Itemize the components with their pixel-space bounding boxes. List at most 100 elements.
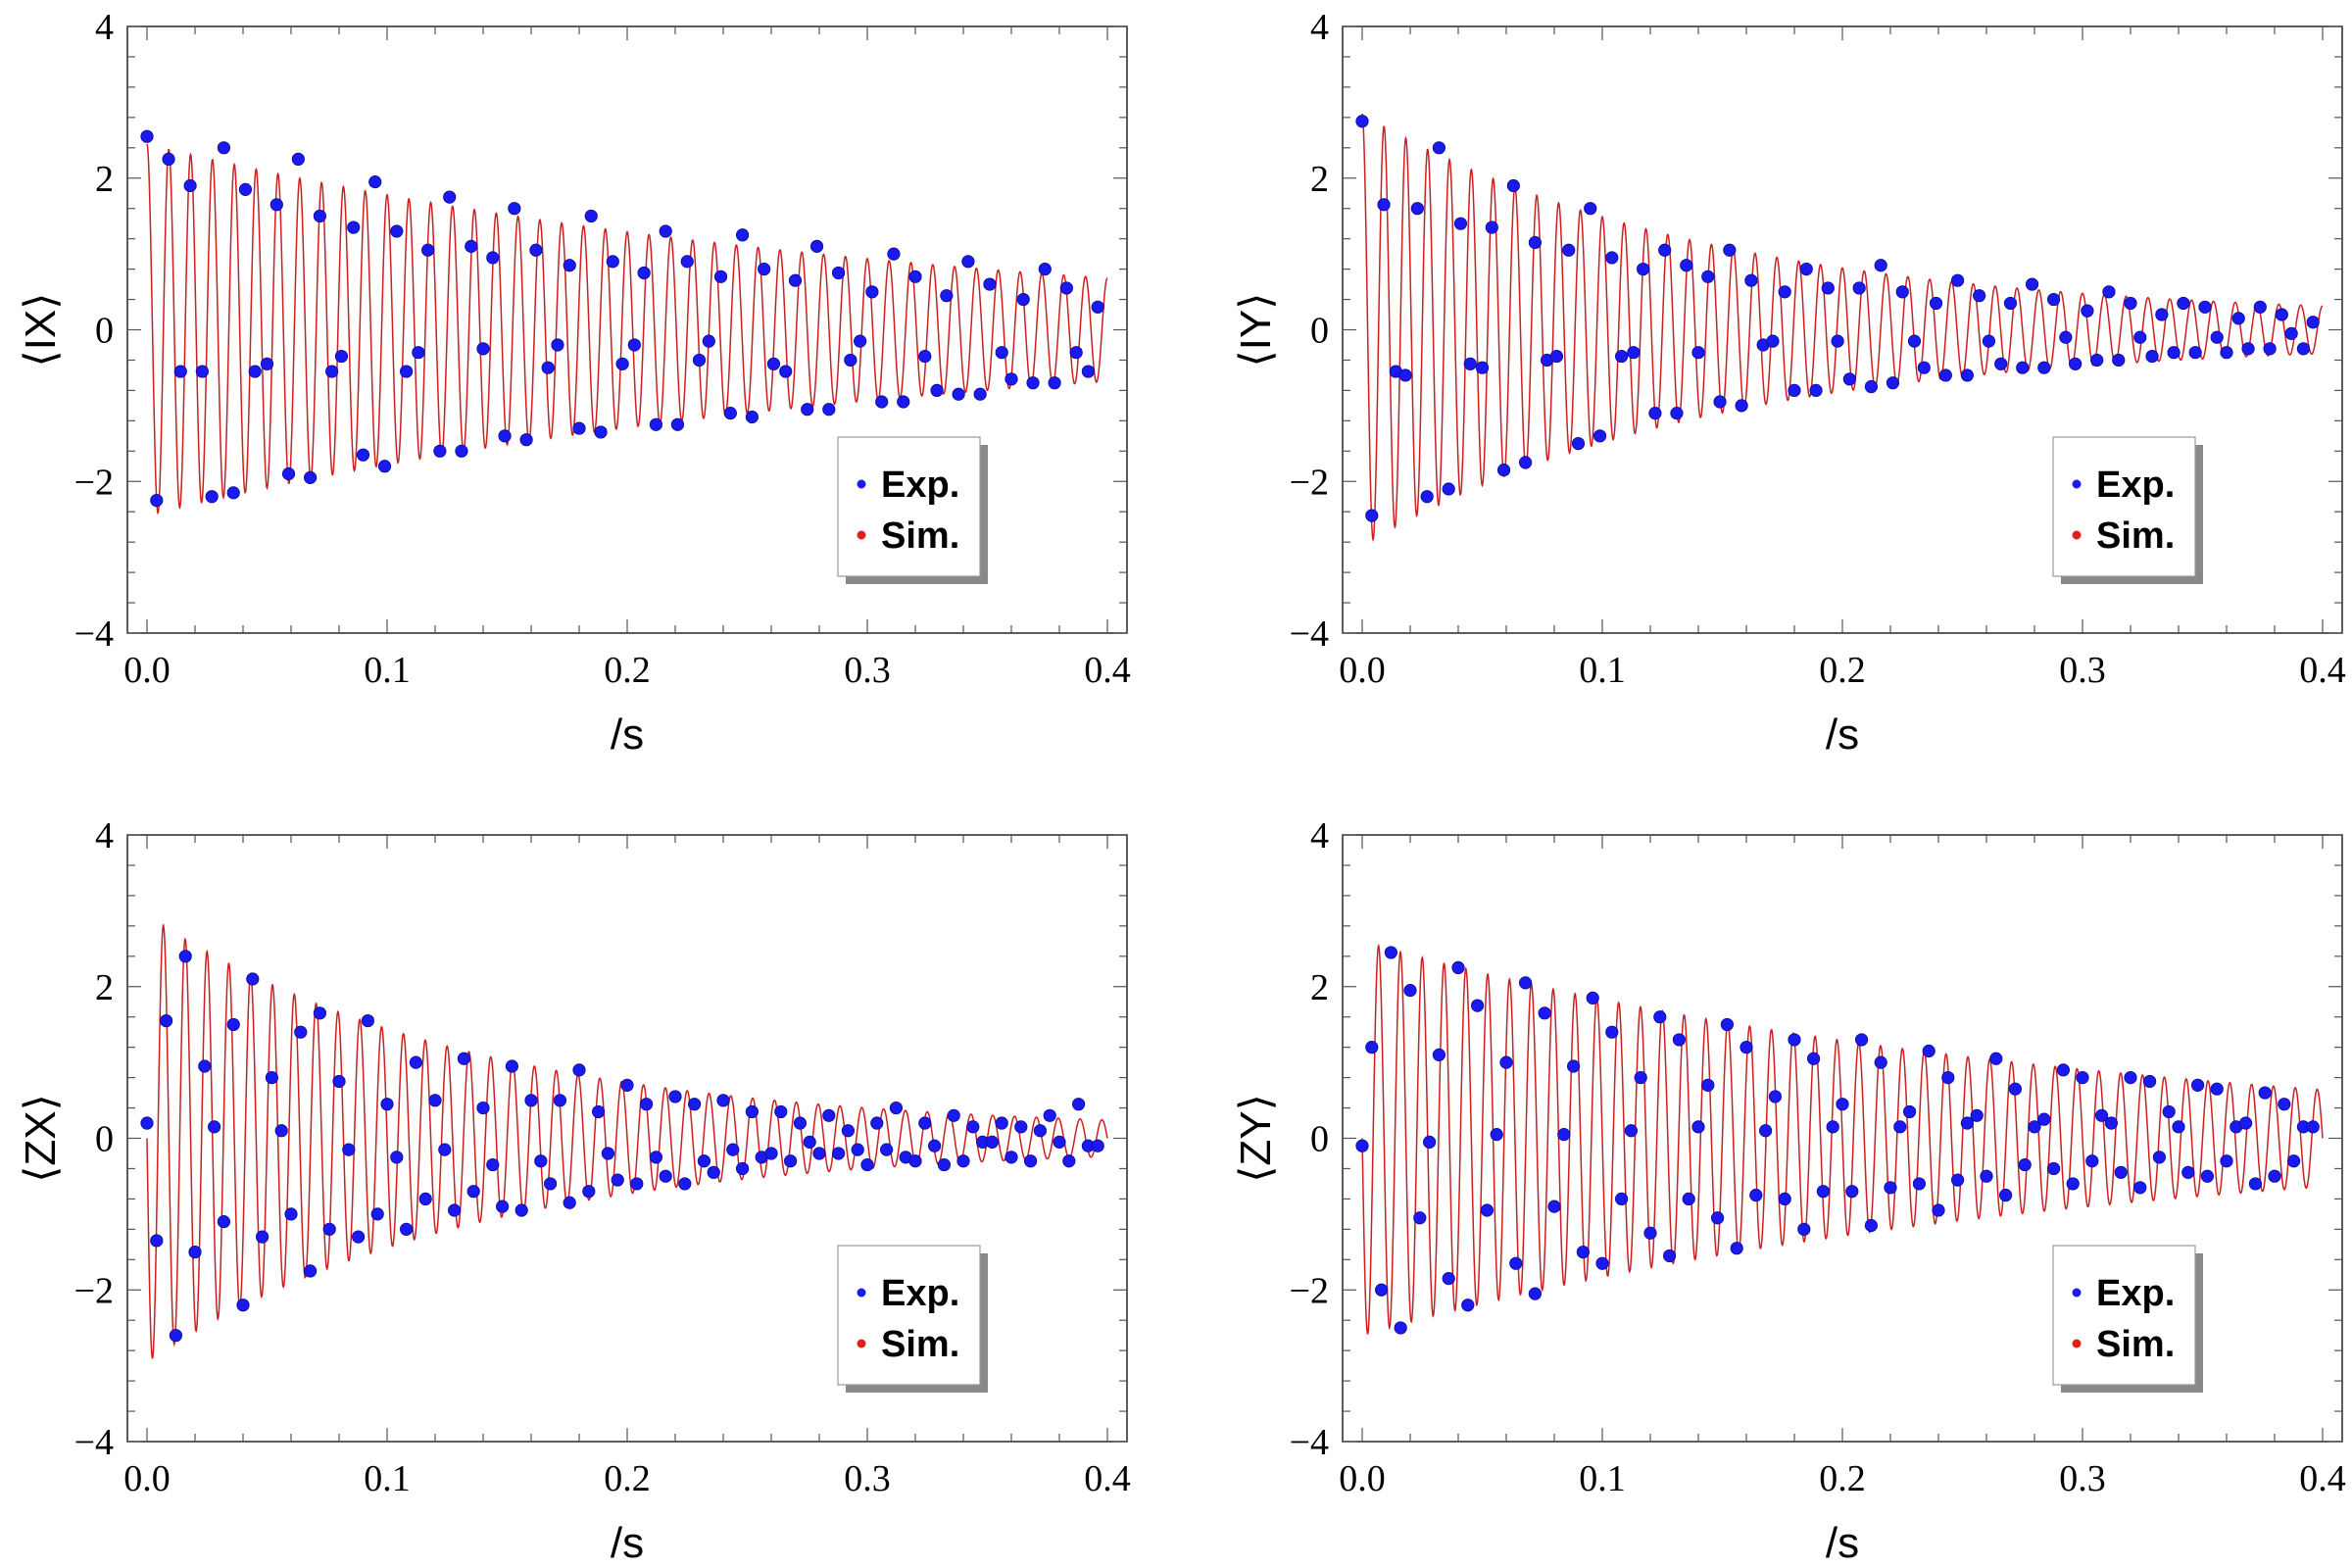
sim-curve [1361, 943, 2324, 1336]
exp-point [1701, 270, 1715, 283]
x-tick-label: 0.0 [1339, 650, 1386, 691]
x-tick-label: 0.3 [844, 1458, 891, 1499]
exp-point [1653, 1010, 1667, 1024]
legend-marker [2072, 530, 2082, 540]
y-tick-label: 2 [1310, 967, 1329, 1008]
exp-point [1670, 407, 1684, 420]
exp-point [2177, 296, 2190, 311]
exp-point [1398, 368, 1412, 382]
exp-point [2191, 1078, 2205, 1092]
x-tick-label: 0.4 [2299, 1458, 2346, 1499]
exp-point [457, 1052, 470, 1065]
exp-point [966, 1120, 980, 1134]
exp-point [584, 209, 598, 223]
exp-point [1571, 436, 1586, 451]
exp-point [183, 178, 197, 193]
exp-point [2188, 346, 2202, 360]
exp-point [1547, 1200, 1561, 1213]
x-tick-label: 0.2 [1819, 650, 1866, 691]
exp-point [2278, 1098, 2291, 1111]
exp-point [553, 1094, 567, 1107]
y-tick-label: −2 [1290, 1270, 1329, 1311]
exp-point [1994, 357, 2008, 370]
exp-point [1567, 1059, 1581, 1073]
y-tick-label: 4 [1310, 7, 1329, 48]
exp-point [860, 1157, 874, 1172]
x-tick-label: 0.1 [1579, 1458, 1626, 1499]
exp-point [1691, 346, 1705, 360]
exp-point [1711, 1211, 1725, 1225]
exp-point [2253, 300, 2267, 314]
exp-point [1490, 1128, 1503, 1142]
legend-label: Sim. [881, 515, 959, 557]
exp-point [594, 425, 608, 439]
exp-point [2287, 1154, 2301, 1168]
x-tick-label: 0.4 [2299, 650, 2346, 691]
exp-point [985, 1135, 1000, 1149]
exp-point [735, 1161, 750, 1176]
exp-point [2056, 1063, 2070, 1077]
exp-point [1912, 1177, 1927, 1191]
exp-point [735, 228, 750, 242]
exp-point [1062, 1154, 1076, 1168]
exp-point [2124, 296, 2137, 311]
exp-point [2162, 1104, 2176, 1119]
exp-point [313, 209, 326, 223]
exp-point [865, 285, 879, 299]
exp-point [1384, 946, 1398, 959]
exp-point [1355, 115, 1369, 128]
exp-point [265, 1071, 278, 1085]
exp-point [188, 1245, 202, 1259]
exp-point [2210, 330, 2224, 344]
exp-point [2016, 361, 2030, 374]
exp-point [1519, 976, 1533, 990]
exp-point [2124, 1071, 2137, 1085]
x-axis-label: /s [1826, 1519, 1859, 1567]
exp-point [1053, 1135, 1066, 1149]
y-tick-label: 0 [95, 1119, 114, 1160]
exp-point [2220, 346, 2233, 360]
exp-point [1973, 289, 1986, 303]
exp-point [1980, 1169, 1993, 1183]
exp-point [1960, 1116, 1975, 1130]
exp-point [217, 141, 230, 155]
exp-point [1951, 1173, 1965, 1187]
exp-point [918, 1116, 932, 1130]
exp-point [1394, 1321, 1407, 1335]
exp-point [1932, 1203, 1945, 1217]
exp-point [1836, 1098, 1849, 1111]
exp-point [2268, 1169, 2281, 1183]
exp-point [248, 365, 262, 378]
y-axis-label: ⟨ZY⟩ [1232, 1094, 1280, 1183]
exp-point [1778, 285, 1791, 299]
exp-point [1648, 407, 1662, 420]
exp-point [303, 470, 318, 484]
exp-point [1831, 334, 1844, 348]
exp-point [1874, 259, 1887, 272]
exp-point [726, 1143, 740, 1156]
exp-point [1895, 285, 1909, 299]
exp-point [2102, 285, 2116, 299]
exp-point [1658, 243, 1672, 257]
y-tick-label: 4 [95, 7, 114, 48]
exp-point [983, 277, 997, 291]
exp-point [409, 1055, 422, 1069]
exp-point [238, 182, 253, 196]
exp-point [779, 365, 793, 378]
exp-point [952, 387, 965, 401]
exp-point [766, 357, 781, 370]
legend-label: Exp. [2096, 1273, 2175, 1314]
exp-point [809, 239, 824, 253]
exp-point [1480, 1203, 1494, 1217]
exp-point [2198, 300, 2212, 314]
exp-point [2081, 304, 2094, 318]
exp-point [572, 421, 586, 435]
legend-label: Sim. [2096, 515, 2175, 557]
exp-point [1788, 1033, 1801, 1047]
x-tick-label: 0.2 [604, 650, 651, 691]
exp-point [1615, 349, 1629, 364]
exp-point [1355, 1139, 1369, 1152]
exp-point [716, 1094, 730, 1107]
exp-point [1938, 368, 1952, 382]
legend-label: Exp. [2096, 465, 2175, 506]
